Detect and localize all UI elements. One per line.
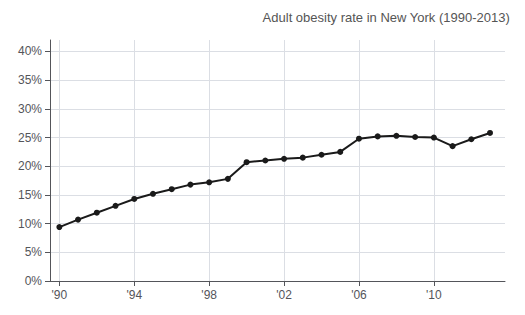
svg-text:15%: 15% <box>18 188 42 202</box>
svg-text:35%: 35% <box>18 73 42 87</box>
svg-text:20%: 20% <box>18 159 42 173</box>
svg-text:'94: '94 <box>126 288 142 302</box>
svg-text:'90: '90 <box>52 288 68 302</box>
svg-text:40%: 40% <box>18 44 42 58</box>
svg-text:'02: '02 <box>276 288 292 302</box>
svg-text:'98: '98 <box>201 288 217 302</box>
svg-text:10%: 10% <box>18 217 42 231</box>
svg-text:Adult obesity rate in New York: Adult obesity rate in New York (1990-201… <box>263 10 510 25</box>
svg-text:25%: 25% <box>18 131 42 145</box>
svg-text:0%: 0% <box>25 274 43 288</box>
svg-text:'06: '06 <box>351 288 367 302</box>
svg-text:5%: 5% <box>25 245 43 259</box>
svg-text:30%: 30% <box>18 102 42 116</box>
svg-text:'10: '10 <box>426 288 442 302</box>
